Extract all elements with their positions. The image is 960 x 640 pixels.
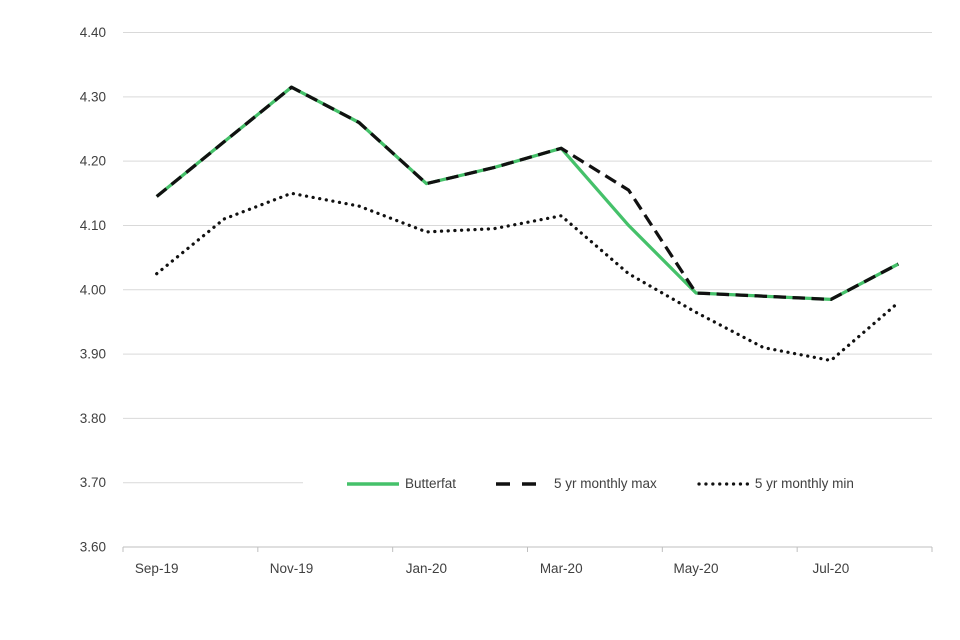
y-axis-tick-label: 3.90 xyxy=(80,347,106,362)
legend-item-min: 5 yr monthly min xyxy=(697,477,854,491)
legend-label-max: 5 yr monthly max xyxy=(554,476,657,492)
chart-legend: Butterfat 5 yr monthly max 5 yr monthly … xyxy=(303,466,943,502)
min-legend-marker xyxy=(697,482,749,486)
legend-label-butterfat: Butterfat xyxy=(405,476,457,492)
max-legend-marker xyxy=(496,482,549,486)
y-axis-tick-label: 4.10 xyxy=(80,218,106,233)
x-axis-tick-label: Jan-20 xyxy=(406,561,447,576)
legend-item-max: 5 yr monthly max xyxy=(496,477,657,491)
y-axis-tick-label: 3.60 xyxy=(80,540,106,555)
legend-item-butterfat: Butterfat xyxy=(347,477,456,491)
butterfat-legend-marker xyxy=(347,482,399,486)
x-axis-tick-label: Mar-20 xyxy=(540,561,583,576)
y-axis-tick-label: 4.40 xyxy=(80,25,106,40)
y-axis-tick-label: 3.80 xyxy=(80,411,106,426)
y-axis-tick-label: 4.30 xyxy=(80,89,106,104)
5-yr-monthly-max-line xyxy=(155,85,900,302)
y-axis-tick-label: 4.20 xyxy=(80,154,106,169)
x-axis-tick-label: May-20 xyxy=(674,561,719,576)
x-axis-tick-label: Nov-19 xyxy=(270,561,314,576)
legend-label-min: 5 yr monthly min xyxy=(754,476,854,492)
x-axis-tick-label: Jul-20 xyxy=(812,561,849,576)
x-axis-tick-label: Sep-19 xyxy=(135,561,179,576)
y-axis-tick-label: 4.00 xyxy=(80,282,106,297)
y-axis-tick-label: 3.70 xyxy=(80,475,106,490)
butterfat-line xyxy=(155,85,900,302)
5-yr-monthly-min-line xyxy=(155,191,900,363)
